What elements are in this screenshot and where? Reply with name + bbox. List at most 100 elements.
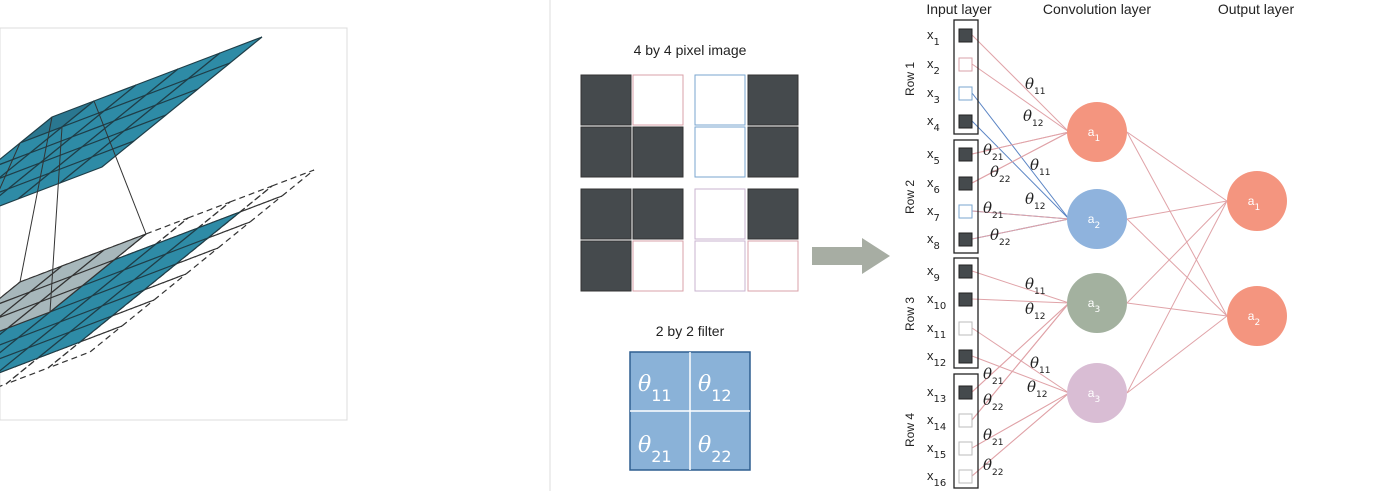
input-conv-edge bbox=[971, 298, 1070, 304]
convolution-layer-header: Convolution layer bbox=[1043, 1, 1152, 17]
padding-cell bbox=[197, 185, 273, 229]
input-neuron bbox=[958, 385, 973, 400]
input-label: x15 bbox=[927, 440, 946, 461]
input-label: x10 bbox=[927, 291, 946, 312]
input-neuron bbox=[958, 147, 973, 162]
filter-weight: θ21 bbox=[638, 433, 672, 466]
output-neuron-label: a1 bbox=[1248, 194, 1260, 213]
filter-title: 2 by 2 filter bbox=[656, 323, 725, 339]
input-conv-edge bbox=[971, 327, 1070, 394]
weight-label: θ11 bbox=[1030, 156, 1050, 178]
row-group-box bbox=[953, 373, 979, 489]
input-conv-edge bbox=[971, 92, 1070, 220]
output-neuron bbox=[1227, 171, 1287, 231]
input-neuron bbox=[958, 204, 973, 219]
conv-neuron bbox=[1067, 273, 1127, 333]
weight-label: θ22 bbox=[983, 391, 1003, 413]
input-neuron bbox=[958, 57, 973, 72]
weight-label: θ21 bbox=[983, 426, 1003, 448]
input-label: x11 bbox=[927, 320, 946, 341]
pixel bbox=[632, 188, 684, 240]
row-group-box bbox=[953, 139, 979, 254]
input-conv-edge bbox=[971, 392, 1070, 449]
pixel bbox=[694, 188, 746, 240]
row-label: Row 4 bbox=[903, 413, 917, 447]
input-conv-edge bbox=[971, 34, 1070, 133]
conv-output-edge bbox=[1126, 200, 1228, 220]
pixel bbox=[747, 74, 799, 126]
input-conv-edge bbox=[971, 302, 1070, 393]
weight-label: θ22 bbox=[990, 226, 1010, 248]
network-edges bbox=[971, 34, 1228, 477]
weight-label: θ12 bbox=[1023, 107, 1043, 129]
padding-cell bbox=[5, 341, 81, 385]
pixel bbox=[580, 126, 632, 178]
input-label: x7 bbox=[927, 203, 940, 224]
conv-output-edge bbox=[1126, 200, 1228, 394]
filter-weight: θ11 bbox=[638, 372, 672, 405]
input-neuron bbox=[958, 292, 973, 307]
input-neuron bbox=[958, 28, 973, 43]
weight-label: θ12 bbox=[1027, 378, 1047, 400]
pixel bbox=[694, 74, 746, 126]
input-neuron bbox=[958, 264, 973, 279]
pixel-image-title: 4 by 4 pixel image bbox=[634, 42, 747, 58]
weight-label: θ11 bbox=[1025, 275, 1045, 297]
input-conv-edge bbox=[971, 392, 1070, 477]
input-neuron bbox=[958, 232, 973, 247]
output-neurons: a1 a2 bbox=[1227, 171, 1287, 346]
input-label: x13 bbox=[927, 384, 946, 405]
conv-output-edge bbox=[1126, 200, 1228, 304]
output-layer-header: Output layer bbox=[1218, 1, 1295, 17]
padding-cell bbox=[207, 195, 283, 239]
input-layer-header: Input layer bbox=[926, 1, 992, 17]
pixel bbox=[580, 188, 632, 240]
input-label: x8 bbox=[927, 231, 940, 252]
input-label: x14 bbox=[927, 412, 946, 433]
input-conv-edge bbox=[971, 302, 1070, 421]
conv-output-edge bbox=[1126, 315, 1228, 394]
padding-cell bbox=[155, 201, 231, 245]
pixel bbox=[580, 74, 632, 126]
row-label: Row 3 bbox=[903, 297, 917, 331]
input-cell bbox=[165, 211, 241, 255]
weight-labels: θ11θ12θ21θ22θ11θ12θ21θ22θ11θ12θ21θ22θ11θ… bbox=[983, 75, 1050, 478]
weight-label: θ21 bbox=[983, 141, 1003, 163]
input-conv-edge bbox=[971, 270, 1070, 304]
conv-output-edge bbox=[1126, 131, 1228, 317]
pixel bbox=[580, 240, 632, 292]
input-conv-edge bbox=[971, 218, 1070, 240]
filter-weight: θ12 bbox=[698, 372, 732, 405]
weight-label: θ11 bbox=[1025, 75, 1045, 97]
convolution-illustration-frame bbox=[0, 27, 348, 421]
output-neuron-label: a2 bbox=[1248, 309, 1260, 328]
input-conv-edge bbox=[971, 131, 1070, 155]
weight-label: θ11 bbox=[1030, 354, 1050, 376]
input-label: x4 bbox=[927, 113, 940, 134]
input-neuron bbox=[958, 413, 973, 428]
pixel bbox=[632, 74, 684, 126]
weight-label: θ21 bbox=[983, 199, 1003, 221]
conv-output-edge bbox=[1126, 218, 1228, 317]
input-neuron bbox=[958, 86, 973, 101]
pixel bbox=[694, 126, 746, 178]
pixel bbox=[747, 240, 799, 292]
input-conv-edge bbox=[971, 355, 1070, 394]
pixel bbox=[632, 126, 684, 178]
padding-cell bbox=[239, 169, 315, 213]
convolution-neurons: a1 a2 a3 a3 bbox=[1067, 102, 1127, 423]
input-neuron bbox=[958, 176, 973, 191]
output-cell bbox=[187, 36, 263, 80]
pixel bbox=[747, 188, 799, 240]
conv-neuron-label: a2 bbox=[1088, 212, 1100, 231]
weight-label: θ12 bbox=[1025, 190, 1045, 212]
pixel bbox=[747, 126, 799, 178]
weight-label: θ21 bbox=[983, 365, 1003, 387]
projection-line bbox=[0, 142, 21, 190]
input-cell bbox=[37, 315, 113, 359]
input-conv-edge bbox=[971, 63, 1070, 133]
weight-label: θ22 bbox=[990, 163, 1010, 185]
conv-neuron bbox=[1067, 102, 1127, 162]
padding-cell bbox=[47, 325, 123, 369]
